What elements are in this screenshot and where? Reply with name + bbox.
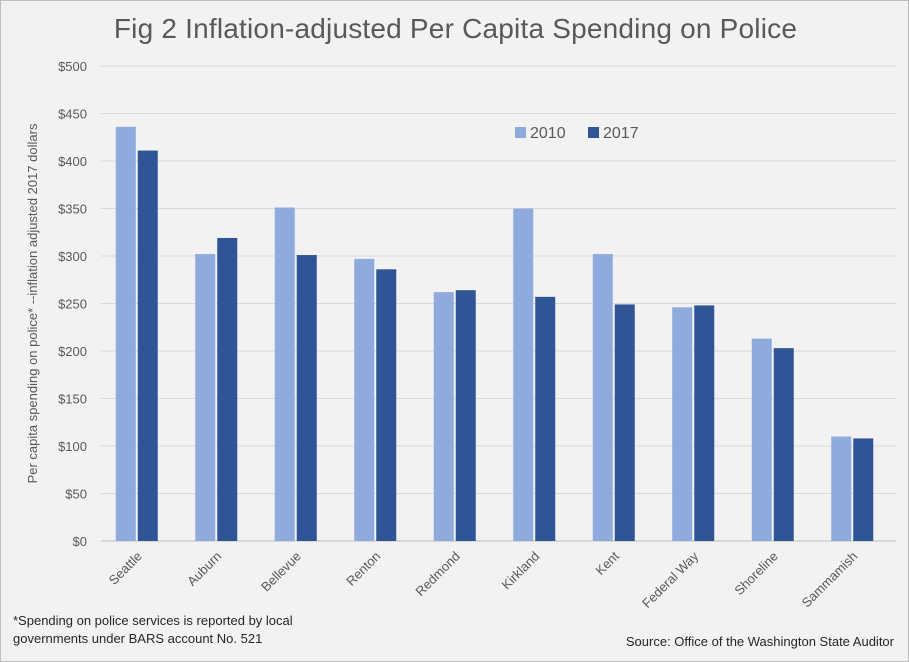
bar-auburn-2010 — [195, 254, 216, 541]
x-tick-label: Auburn — [184, 549, 224, 589]
y-axis-title: Per capita spending on police* --inflati… — [25, 123, 40, 483]
footnote-line-2: governments under BARS account No. 521 — [13, 631, 263, 646]
y-tick-label: $450 — [58, 107, 87, 122]
x-tick-label: Shoreline — [731, 549, 780, 598]
bar-kent-2017 — [614, 304, 635, 541]
legend-label-2017: 2017 — [603, 125, 639, 142]
x-tick-label: Kent — [592, 548, 622, 578]
bar-seattle-2017 — [137, 150, 158, 542]
y-tick-label: $100 — [58, 439, 87, 454]
x-tick-label: Federal Way — [639, 548, 702, 611]
bar-redmond-2017 — [455, 290, 476, 541]
y-tick-label: $150 — [58, 392, 87, 407]
bar-shoreline-2010 — [751, 338, 772, 541]
y-tick-label: $0 — [73, 534, 87, 549]
bar-bellevue-2010 — [274, 207, 295, 542]
y-tick-label: $500 — [58, 59, 87, 74]
bar-federal-way-2017 — [694, 305, 715, 541]
y-tick-label: $50 — [65, 487, 87, 502]
bar-renton-2017 — [376, 269, 397, 541]
x-tick-label: Redmond — [412, 549, 462, 599]
y-tick-label: $300 — [58, 249, 87, 264]
y-tick-label: $400 — [58, 154, 87, 169]
bar-renton-2010 — [354, 258, 375, 541]
legend-swatch-2017 — [588, 127, 599, 138]
bar-redmond-2010 — [433, 292, 454, 541]
bar-sammamish-2017 — [853, 438, 874, 541]
bar-kirkland-2010 — [513, 208, 534, 541]
x-tick-label: Seattle — [106, 549, 145, 588]
bar-auburn-2017 — [217, 237, 238, 541]
bar-kent-2010 — [592, 254, 613, 541]
x-tick-label: Sammamish — [799, 549, 861, 611]
footnote: *Spending on police services is reported… — [13, 612, 373, 648]
bar-bellevue-2017 — [296, 255, 317, 542]
bar-kirkland-2017 — [535, 296, 556, 541]
x-tick-label: Renton — [343, 549, 383, 589]
legend-swatch-2010 — [515, 127, 526, 138]
bar-seattle-2010 — [115, 126, 136, 542]
legend-label-2010: 2010 — [530, 125, 566, 142]
y-tick-label: $350 — [58, 202, 87, 217]
footnote-line-1: *Spending on police services is reported… — [13, 613, 293, 628]
bar-sammamish-2010 — [831, 436, 852, 541]
x-tick-label: Kirkland — [499, 549, 543, 593]
chart-title: Fig 2 Inflation-adjusted Per Capita Spen… — [113, 13, 798, 44]
y-tick-label: $250 — [58, 297, 87, 312]
y-tick-label: $200 — [58, 344, 87, 359]
source-note: Source: Office of the Washington State A… — [625, 634, 894, 649]
x-tick-label: Bellevue — [258, 549, 304, 595]
bar-federal-way-2010 — [672, 307, 693, 541]
bar-shoreline-2017 — [773, 348, 794, 541]
